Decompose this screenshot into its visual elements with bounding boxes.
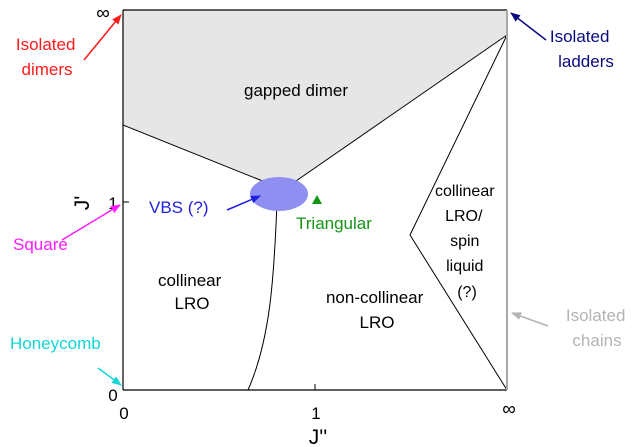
x-axis-label: J'' [309, 426, 328, 447]
isolated-ladders-label: Isolated ladders [550, 27, 614, 71]
square-arrow [61, 204, 121, 241]
x-tick-label-1: 1 [311, 404, 320, 423]
y-axis-label: J' [71, 196, 94, 211]
non-collinear-lro-label: non-collinear LRO [326, 288, 428, 332]
honeycomb-label: Honeycomb [10, 334, 101, 353]
collinear-spin-liquid-label: collinear LRO/ spin liquid (?) [435, 183, 499, 301]
y-tick-label-1: 1 [108, 194, 117, 213]
isolated-ladders-arrow [510, 12, 547, 41]
square-label: Square [13, 235, 68, 254]
phase-boundaries [122, 34, 508, 391]
boundary-dimer-left [122, 124, 266, 183]
vbs-region [250, 177, 308, 211]
triangular-marker [312, 195, 322, 204]
y-tick-label-inf: ∞ [96, 3, 110, 24]
boundary-collinear-noncollinear [247, 201, 278, 391]
gapped-dimer-region [123, 10, 507, 190]
isolated-dimers-label: Isolated dimers [16, 35, 80, 79]
x-tick-label-inf: ∞ [502, 399, 516, 420]
boundary-noncollinear-spinliquid [409, 34, 508, 391]
vbs-label: VBS (?) [149, 198, 209, 217]
x-tick-label-0: 0 [119, 404, 128, 423]
gapped-dimer-label: gapped dimer [244, 81, 348, 100]
boundary-dimer-right [282, 34, 508, 191]
collinear-lro-label: collinear LRO [158, 271, 226, 313]
isolated-dimers-arrow [83, 14, 122, 61]
isolated-chains-arrow [511, 312, 549, 327]
y-tick-label-0: 0 [108, 386, 117, 405]
honeycomb-arrow [97, 367, 122, 386]
vbs-arrow [226, 195, 261, 211]
isolated-chains-label: Isolated chains [566, 306, 630, 350]
triangular-label: Triangular [296, 214, 372, 233]
